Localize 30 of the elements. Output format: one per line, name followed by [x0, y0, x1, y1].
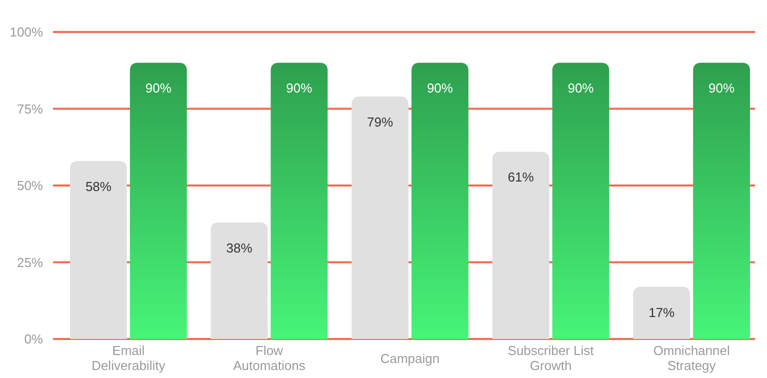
bar	[693, 62, 750, 339]
bar	[270, 62, 328, 339]
y-tick-label: 0%	[24, 332, 44, 347]
data-label: 38%	[226, 240, 253, 256]
data-label: 90%	[708, 80, 735, 96]
bar	[552, 62, 610, 339]
x-tick-label: Email Deliverability	[92, 343, 166, 373]
y-tick-label: 50%	[16, 178, 44, 194]
y-tick-label: 75%	[16, 101, 44, 116]
data-label: 90%	[568, 80, 594, 96]
bar	[492, 152, 550, 339]
data-label: 58%	[85, 178, 112, 194]
data-label: 90%	[286, 80, 313, 96]
data-label: 17%	[648, 304, 676, 320]
data-label: 79%	[367, 114, 394, 130]
data-label: 61%	[508, 170, 534, 185]
bar	[352, 96, 408, 339]
bar	[130, 62, 187, 339]
bar	[210, 222, 268, 339]
x-tick-label: Campaign	[380, 351, 440, 366]
x-tick-label: Omnichannel Strategy	[653, 343, 730, 373]
bar	[70, 160, 127, 339]
bar	[412, 62, 468, 339]
y-tick-label: 25%	[16, 254, 44, 270]
data-label: 90%	[145, 80, 172, 96]
x-tick-label: Flow Automations	[233, 343, 306, 373]
bar	[633, 286, 690, 339]
data-label: 90%	[426, 80, 454, 96]
y-tick-label: 100%	[10, 24, 44, 40]
x-tick-label: Subscriber List Growth	[508, 343, 594, 373]
